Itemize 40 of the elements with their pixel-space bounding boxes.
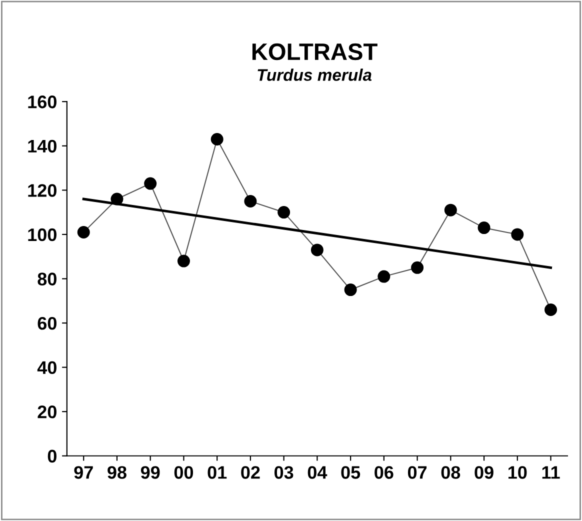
x-tick-label: 07 [408,466,427,479]
point [310,244,324,256]
y-tick-label: 20 [38,406,56,418]
point [244,194,257,208]
point [177,254,190,268]
x-tick-label: 06 [374,466,394,479]
chart-subtitle: Turdus merula [258,68,372,81]
y-tick-label: 0 [48,450,56,463]
point [378,270,390,283]
point [344,284,357,296]
point [411,261,424,274]
x-tick-label: 05 [341,466,360,479]
y-tick-label: 160 [28,96,56,108]
x-tick-label: 09 [474,466,494,479]
y-tick-label: 80 [38,272,56,286]
x-tick-label: 97 [74,466,93,479]
y-tick-label: 120 [28,184,56,197]
x-tick-label: 99 [140,466,160,479]
point [210,132,224,146]
point [144,177,157,190]
y-tick-label: 40 [37,361,56,374]
y-tick-label: 60 [38,316,56,330]
x-tick-label: 01 [208,466,227,479]
x-tick-label: 02 [241,466,260,479]
x-tick-label: 03 [274,466,294,479]
point [511,228,524,241]
chart-title: KOLTRAST [252,43,378,60]
point [544,303,558,316]
point [444,204,457,216]
x-tick-label: 08 [441,466,460,479]
x-tick-label: 11 [542,466,560,479]
point [478,222,490,234]
y-tick-label: 100 [28,228,56,242]
x-tick-label: 04 [308,466,328,479]
x-tick-label: 00 [174,466,194,479]
y-tick-label: 140 [28,140,56,153]
point [278,206,290,219]
x-tick-label: 10 [508,466,527,479]
x-tick-label: 98 [108,466,126,479]
point [77,226,90,238]
